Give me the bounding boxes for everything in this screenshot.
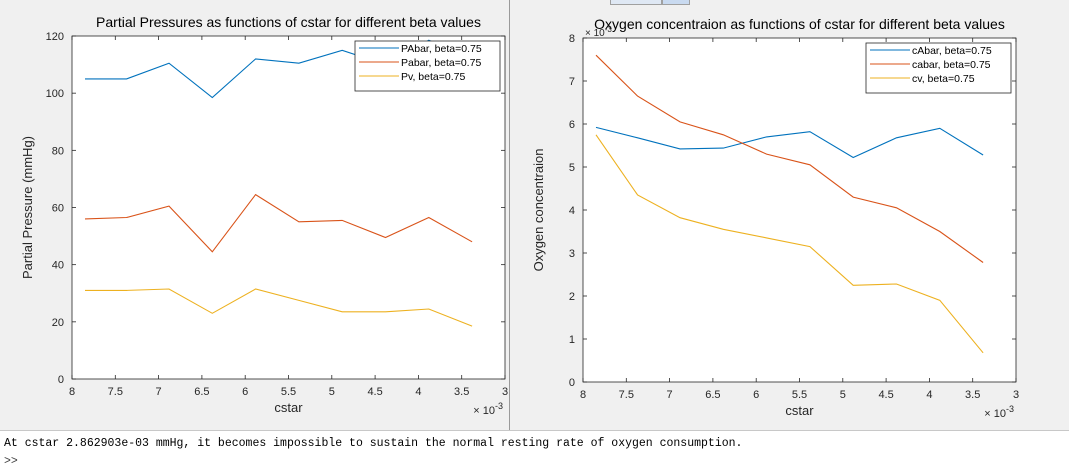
y-tick-label: 7 xyxy=(569,76,575,88)
legend-entry: cv, beta=0.75 xyxy=(912,73,975,85)
y-tick-label: 20 xyxy=(52,317,64,329)
x-tick-label: 6 xyxy=(753,389,759,401)
figure-window-partial-pressures: 8 7.5 7 6.5 6 5.5 5 4.5 4 3.5 3 0 20 40 60 80 100 120 Part… xyxy=(0,0,509,430)
series-line-1 xyxy=(84,193,473,253)
y-tick-label: 1 xyxy=(569,334,575,346)
y-tick-label: 0 xyxy=(58,374,64,386)
plot-area xyxy=(71,35,506,380)
console-prompt[interactable]: >> xyxy=(4,455,18,468)
x-tick-label: 3.5 xyxy=(965,389,980,401)
legend-entry: Pabar, beta=0.75 xyxy=(401,57,481,69)
x-tick-label: 3.5 xyxy=(454,386,469,398)
console-output-line: At cstar 2.862903e-03 mmHg, it becomes i… xyxy=(4,437,743,450)
y-tick-label: 120 xyxy=(46,31,64,43)
series-line-2 xyxy=(85,288,473,327)
y-tick-label: 5 xyxy=(569,162,575,174)
y-tick-label: 100 xyxy=(46,88,64,100)
x-tick-label: 3 xyxy=(1013,389,1019,401)
x-tick-label: 7.5 xyxy=(619,389,634,401)
chart-title: Oxygen concentraion as functions of csta… xyxy=(594,16,1005,32)
series-line-0 xyxy=(595,126,984,159)
x-tick-label: 6.5 xyxy=(194,386,209,398)
x-tick-label: 7 xyxy=(156,386,162,398)
plot-area xyxy=(582,37,1017,383)
y-tick-label: 6 xyxy=(569,119,575,131)
y-tick-label: 0 xyxy=(569,377,575,389)
y-tick-label: 2 xyxy=(569,291,575,303)
x-tick-label: 5.5 xyxy=(792,389,807,401)
legend-entry: Pv, beta=0.75 xyxy=(401,71,465,83)
x-tick-label: 5.5 xyxy=(281,386,296,398)
y-axis-exponent: × 10-3 xyxy=(585,25,612,39)
x-tick-label: 6 xyxy=(242,386,248,398)
x-axis-label: cstar xyxy=(274,400,303,415)
x-tick-label: 7 xyxy=(667,389,673,401)
legend-box xyxy=(865,42,1012,94)
figure-tab[interactable] xyxy=(610,0,662,5)
legend-entry: cAbar, beta=0.75 xyxy=(912,45,992,57)
x-tick-label: 4.5 xyxy=(878,389,893,401)
y-tick-label: 60 xyxy=(52,203,64,215)
series-line-1 xyxy=(595,54,984,263)
chart-title: Partial Pressures as functions of cstar … xyxy=(96,14,481,30)
y-tick-label: 8 xyxy=(569,33,575,45)
y-tick-label: 4 xyxy=(569,205,575,217)
legend-box xyxy=(354,40,501,92)
x-tick-label: 5 xyxy=(840,389,846,401)
x-tick-label: 6.5 xyxy=(705,389,720,401)
x-tick-label: 4 xyxy=(926,389,932,401)
x-axis-exponent: × 10-3 xyxy=(984,404,1014,420)
y-tick-label: 3 xyxy=(569,248,575,260)
figure-window-oxygen-concentration: 8 7.5 7 6.5 6 5.5 5 4.5 4 3.5 3 0 1 2 3 4 5 6 7 8 Oxygen con… xyxy=(509,0,1069,430)
x-tick-label: 5 xyxy=(329,386,335,398)
partial-pressures-chart: 8 7.5 7 6.5 6 5.5 5 4.5 4 3.5 3 0 20 40 60 80 100 120 Part… xyxy=(20,14,508,417)
legend-entry: PAbar, beta=0.75 xyxy=(401,43,482,55)
y-tick-label: 40 xyxy=(52,260,64,272)
legend-entry: cabar, beta=0.75 xyxy=(912,59,991,71)
x-tick-label: 4.5 xyxy=(367,386,382,398)
oxygen-concentration-chart: 8 7.5 7 6.5 6 5.5 5 4.5 4 3.5 3 0 1 2 3 4 5 6 7 8 Oxygen con… xyxy=(531,16,1019,420)
y-tick-label: 80 xyxy=(52,145,64,157)
x-tick-label: 3 xyxy=(502,386,508,398)
y-axis-label: Oxygen concentraion xyxy=(531,149,546,272)
x-tick-label: 8 xyxy=(69,386,75,398)
x-tick-label: 7.5 xyxy=(108,386,123,398)
x-axis-exponent: × 10-3 xyxy=(473,401,503,417)
command-window[interactable]: At cstar 2.862903e-03 mmHg, it becomes i… xyxy=(0,430,1069,468)
series-line-2 xyxy=(595,134,984,354)
y-axis-label: Partial Pressure (mmHg) xyxy=(20,136,35,279)
figure-tab-active[interactable] xyxy=(662,0,690,5)
x-tick-label: 4 xyxy=(415,386,421,398)
x-axis-label: cstar xyxy=(785,403,814,418)
x-tick-label: 8 xyxy=(580,389,586,401)
